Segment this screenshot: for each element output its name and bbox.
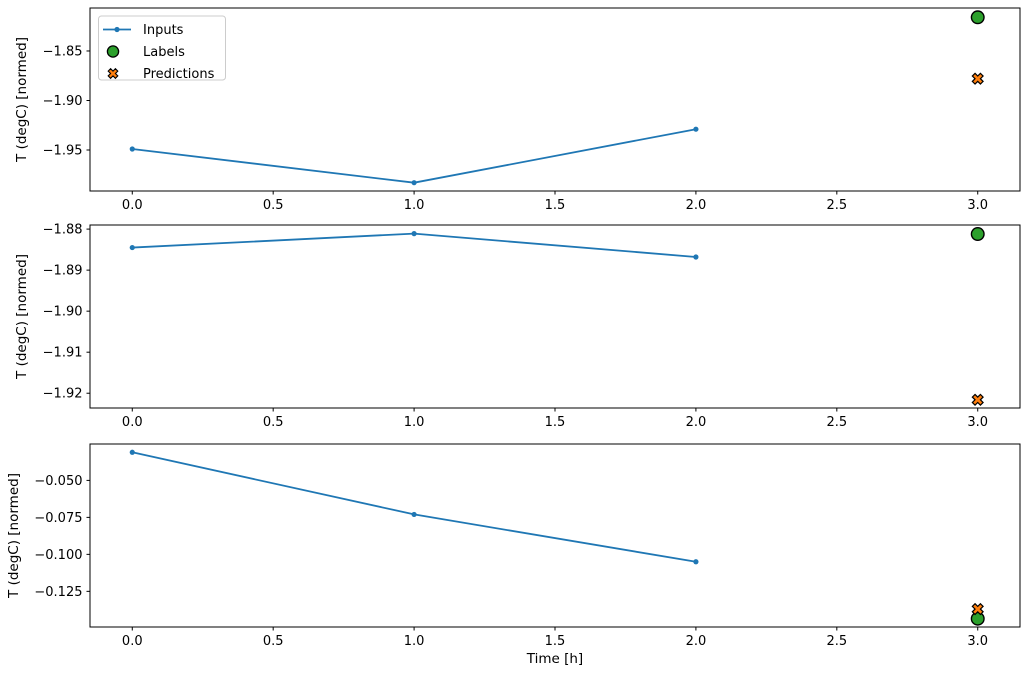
y-axis-label: T (degC) [normed] bbox=[14, 37, 30, 163]
y-axis-label: T (degC) [normed] bbox=[6, 473, 22, 599]
y-tick-label: −0.050 bbox=[34, 474, 82, 489]
legend-item-labels: Labels bbox=[106, 45, 185, 60]
inputs-marker bbox=[693, 559, 699, 565]
x-tick-label: 2.5 bbox=[826, 198, 847, 213]
y-tick-label: −0.125 bbox=[34, 585, 82, 600]
x-tick-label: 1.5 bbox=[545, 415, 566, 430]
x-tick-label: 0.0 bbox=[122, 198, 143, 213]
x-tick-label: 2.5 bbox=[826, 415, 847, 430]
y-tick-label: −1.89 bbox=[43, 264, 83, 279]
x-tick-label: 2.0 bbox=[686, 415, 707, 430]
y-tick-label: −1.88 bbox=[43, 223, 83, 238]
x-tick-label: 0.5 bbox=[263, 634, 284, 649]
inputs-marker bbox=[693, 254, 699, 260]
x-tick-label: 0.5 bbox=[263, 415, 284, 430]
y-tick-label: −0.075 bbox=[34, 511, 82, 526]
legend-item-inputs: Inputs bbox=[103, 23, 184, 38]
inputs-marker bbox=[411, 231, 417, 237]
legend-item-label: Predictions bbox=[143, 67, 215, 82]
x-tick-label: 0.0 bbox=[122, 415, 143, 430]
legend-item-predictions: Predictions bbox=[107, 67, 215, 82]
legend-item-label: Inputs bbox=[143, 23, 184, 38]
inputs-marker bbox=[129, 244, 135, 251]
x-tick-label: 0.0 bbox=[122, 634, 143, 649]
predictions-marker bbox=[971, 602, 984, 616]
x-tick-label: 3.0 bbox=[967, 634, 988, 649]
inputs-marker bbox=[129, 146, 135, 152]
y-tick-label: −1.91 bbox=[43, 346, 83, 361]
axes-frame bbox=[89, 443, 1021, 628]
y-tick-label: −1.85 bbox=[43, 44, 83, 59]
inputs-line bbox=[131, 451, 697, 563]
y-tick-label: −1.90 bbox=[43, 94, 83, 109]
labels-marker bbox=[970, 611, 985, 626]
legend-labels-circle-icon bbox=[106, 45, 120, 58]
x-tick-label: 2.0 bbox=[686, 634, 707, 649]
y-tick-label: −0.100 bbox=[34, 548, 82, 563]
inputs-line bbox=[131, 128, 697, 184]
x-tick-label: 3.0 bbox=[967, 198, 988, 213]
axes-frame bbox=[89, 224, 1021, 409]
inputs-marker bbox=[411, 180, 417, 186]
x-axis-label: Time [h] bbox=[526, 651, 583, 667]
x-tick-label: 1.5 bbox=[545, 198, 566, 213]
x-tick-label: 1.0 bbox=[404, 415, 425, 430]
x-tick-label: 0.5 bbox=[263, 198, 284, 213]
inputs-marker bbox=[693, 126, 699, 132]
x-tick-label: 1.0 bbox=[404, 634, 425, 649]
predictions-marker bbox=[971, 72, 984, 85]
y-axis-label: T (degC) [normed] bbox=[14, 254, 30, 380]
inputs-marker bbox=[411, 511, 417, 518]
axes-frame bbox=[89, 7, 1021, 192]
legend-predictions-x-icon bbox=[107, 67, 119, 80]
predictions-marker bbox=[971, 393, 984, 407]
inputs-marker bbox=[129, 449, 135, 455]
x-tick-label: 1.5 bbox=[545, 634, 566, 649]
x-tick-label: 2.5 bbox=[826, 634, 847, 649]
inputs-line bbox=[131, 232, 697, 258]
x-tick-label: 2.0 bbox=[686, 198, 707, 213]
subplot-1: −1.95 −1.90 −1.85 0.0 0.5 1.0 1.5 2.0 2.5 3.0 T (d… bbox=[14, 7, 1021, 213]
legend-frame bbox=[98, 15, 226, 81]
x-tick-label: 3.0 bbox=[967, 415, 988, 430]
labels-marker bbox=[970, 10, 985, 25]
labels-marker bbox=[970, 227, 985, 242]
y-tick-label: −1.90 bbox=[43, 305, 83, 320]
y-tick-label: −1.95 bbox=[43, 144, 83, 159]
x-tick-label: 1.0 bbox=[404, 198, 425, 213]
legend: Inputs Labels Predictions bbox=[98, 15, 226, 82]
legend-item-label: Labels bbox=[143, 45, 185, 60]
subplot-2: −1.92 −1.91 −1.90 −1.89 −1.88 0.0 0.5 1.0 1.5 2.0… bbox=[14, 223, 1021, 430]
subplot-3: −0.125 −0.100 −0.075 −0.050 0.0 0.5 1.0 1.5 2.0 2… bbox=[6, 443, 1021, 667]
y-tick-label: −1.92 bbox=[43, 387, 83, 402]
legend-inputs-dot-icon bbox=[114, 26, 120, 33]
